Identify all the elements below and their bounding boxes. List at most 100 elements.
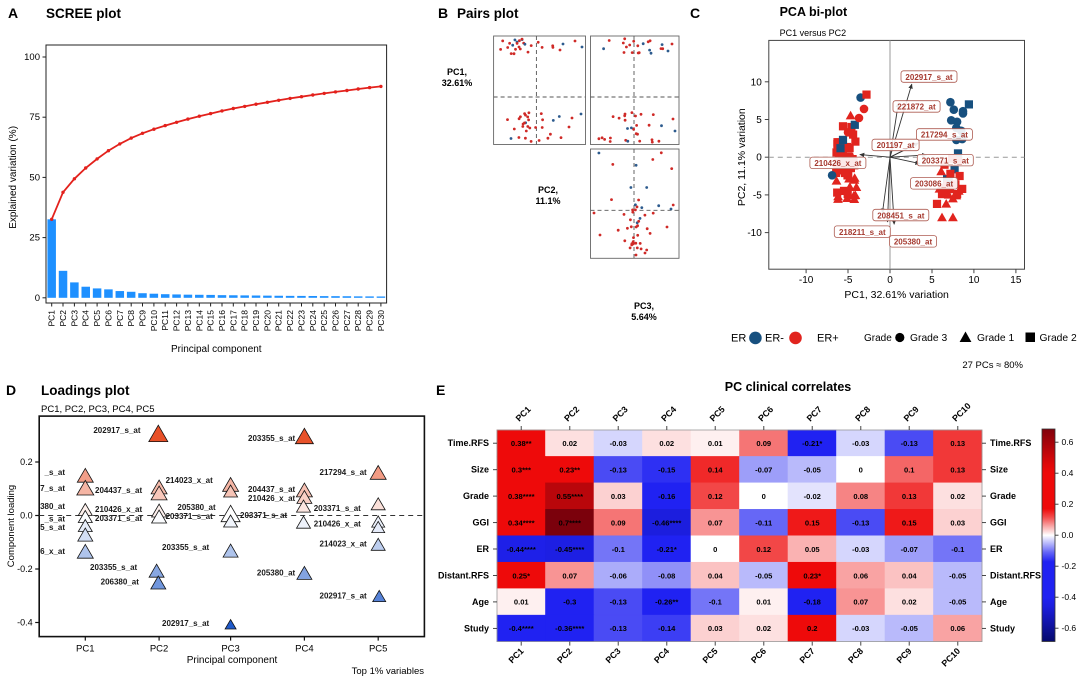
svg-text:203371_s_at: 203371_s_at bbox=[240, 511, 287, 520]
svg-text:202917_s_at: 202917_s_at bbox=[905, 73, 952, 82]
svg-text:5: 5 bbox=[929, 275, 935, 286]
svg-text:25: 25 bbox=[29, 233, 40, 244]
svg-text:Grade: Grade bbox=[990, 491, 1016, 501]
svg-text:0.13: 0.13 bbox=[950, 439, 965, 448]
svg-text:Size: Size bbox=[471, 465, 489, 475]
svg-text:PC8: PC8 bbox=[126, 310, 136, 327]
svg-text:210426_x_at: 210426_x_at bbox=[814, 159, 861, 168]
svg-text:50: 50 bbox=[29, 172, 40, 183]
svg-text:0.2: 0.2 bbox=[1062, 499, 1074, 509]
svg-text:0.01: 0.01 bbox=[708, 439, 724, 448]
svg-text:0.0: 0.0 bbox=[1062, 530, 1074, 540]
svg-text:0.03: 0.03 bbox=[708, 624, 723, 633]
svg-text:0: 0 bbox=[713, 545, 717, 554]
svg-text:PC17: PC17 bbox=[228, 310, 238, 332]
svg-text:PC12: PC12 bbox=[172, 310, 182, 332]
svg-text:0: 0 bbox=[35, 293, 40, 304]
svg-text:PC26: PC26 bbox=[331, 310, 341, 332]
svg-text:0.07: 0.07 bbox=[562, 571, 577, 580]
svg-text:_s_at: _s_at bbox=[44, 468, 66, 477]
svg-text:0.7****: 0.7**** bbox=[559, 518, 581, 527]
svg-text:-0.4: -0.4 bbox=[1062, 592, 1077, 602]
svg-text:202917_s_at: 202917_s_at bbox=[320, 592, 367, 601]
svg-text:PC1, PC2, PC3, PC4, PC5: PC1, PC2, PC3, PC4, PC5 bbox=[41, 404, 155, 415]
svg-text:0.2: 0.2 bbox=[20, 457, 33, 467]
svg-text:-0.02: -0.02 bbox=[804, 492, 821, 501]
svg-text:217294_s_at: 217294_s_at bbox=[921, 131, 968, 140]
svg-text:Time.RFS: Time.RFS bbox=[990, 438, 1031, 448]
svg-text:Explained variation (%): Explained variation (%) bbox=[8, 126, 19, 229]
svg-text:0.02: 0.02 bbox=[659, 439, 674, 448]
svg-text:0: 0 bbox=[756, 153, 762, 164]
svg-text:-0.26**: -0.26** bbox=[655, 598, 678, 607]
svg-text:0.08: 0.08 bbox=[853, 492, 868, 501]
svg-text:PC13: PC13 bbox=[183, 310, 193, 332]
svg-text:0.38**: 0.38** bbox=[511, 439, 532, 448]
svg-text:-0.13: -0.13 bbox=[610, 598, 627, 607]
svg-text:-0.14: -0.14 bbox=[658, 624, 676, 633]
svg-text:0.6: 0.6 bbox=[1062, 437, 1074, 447]
svg-text:217294_s_at: 217294_s_at bbox=[320, 468, 367, 477]
svg-text:0.02: 0.02 bbox=[562, 439, 577, 448]
svg-text:0.55****: 0.55**** bbox=[556, 492, 583, 501]
svg-text:PC29: PC29 bbox=[365, 310, 375, 332]
svg-text:-0.15: -0.15 bbox=[658, 465, 676, 474]
svg-text:-0.03: -0.03 bbox=[852, 439, 869, 448]
svg-text:-10: -10 bbox=[799, 275, 814, 286]
svg-text:PC2,: PC2, bbox=[538, 185, 558, 195]
svg-text:11.1%: 11.1% bbox=[535, 196, 560, 206]
svg-text:PC1: PC1 bbox=[76, 644, 94, 655]
svg-text:0.38****: 0.38**** bbox=[508, 492, 535, 501]
svg-text:PC2: PC2 bbox=[150, 644, 168, 655]
svg-text:PC27: PC27 bbox=[342, 310, 352, 332]
svg-text:208451_s_at: 208451_s_at bbox=[877, 211, 924, 220]
svg-text:0.06: 0.06 bbox=[853, 571, 868, 580]
svg-text:0.15: 0.15 bbox=[902, 518, 918, 527]
svg-text:-0.03: -0.03 bbox=[852, 624, 869, 633]
svg-text:PC5: PC5 bbox=[369, 644, 387, 655]
svg-text:B: B bbox=[438, 5, 448, 21]
svg-text:0.03: 0.03 bbox=[611, 492, 626, 501]
svg-text:Time.RFS: Time.RFS bbox=[448, 438, 489, 448]
svg-text:PC10: PC10 bbox=[149, 310, 159, 332]
svg-text:202917_s_at: 202917_s_at bbox=[162, 619, 209, 628]
svg-text:PC3: PC3 bbox=[69, 310, 79, 327]
svg-text:Grade 2: Grade 2 bbox=[1040, 333, 1077, 344]
svg-text:201197_at: 201197_at bbox=[877, 141, 915, 150]
svg-text:0.01: 0.01 bbox=[756, 598, 772, 607]
svg-text:PC20: PC20 bbox=[262, 310, 272, 332]
svg-text:203086_at: 203086_at bbox=[915, 180, 954, 189]
svg-text:0.07: 0.07 bbox=[853, 598, 868, 607]
svg-text:0.01: 0.01 bbox=[514, 598, 530, 607]
svg-text:PC2, 11.1% variation: PC2, 11.1% variation bbox=[736, 108, 748, 206]
svg-text:PC1,: PC1, bbox=[447, 67, 467, 77]
svg-text:0.04: 0.04 bbox=[902, 571, 918, 580]
svg-text:218211_s_at: 218211_s_at bbox=[839, 228, 886, 237]
svg-text:-0.05: -0.05 bbox=[901, 624, 919, 633]
svg-text:PC11: PC11 bbox=[160, 310, 170, 331]
svg-text:PC19: PC19 bbox=[251, 310, 261, 332]
svg-text:75: 75 bbox=[29, 112, 40, 123]
svg-text:-0.4****: -0.4**** bbox=[509, 624, 534, 633]
svg-text:0.09: 0.09 bbox=[756, 439, 771, 448]
svg-text:-0.07: -0.07 bbox=[901, 545, 918, 554]
svg-text:32.61%: 32.61% bbox=[442, 78, 473, 88]
svg-text:203371_s_at: 203371_s_at bbox=[922, 156, 969, 165]
svg-text:Component loading: Component loading bbox=[6, 485, 17, 567]
svg-text:-0.2: -0.2 bbox=[17, 564, 33, 574]
svg-text:-0.06: -0.06 bbox=[610, 571, 627, 580]
svg-text:-0.13: -0.13 bbox=[610, 624, 627, 633]
svg-text:Top 1% variables: Top 1% variables bbox=[352, 666, 425, 677]
svg-text:0.02: 0.02 bbox=[756, 624, 771, 633]
svg-text:-0.05: -0.05 bbox=[949, 571, 967, 580]
svg-text:0.02: 0.02 bbox=[902, 598, 917, 607]
svg-text:0: 0 bbox=[887, 275, 893, 286]
svg-text:0.23*: 0.23* bbox=[803, 571, 821, 580]
svg-text:PC7: PC7 bbox=[115, 310, 125, 327]
svg-text:-0.2: -0.2 bbox=[1062, 561, 1077, 571]
svg-text:-0.07: -0.07 bbox=[755, 465, 772, 474]
svg-text:PC2: PC2 bbox=[58, 310, 68, 327]
svg-text:-0.46****: -0.46**** bbox=[652, 518, 681, 527]
svg-text:-0.16: -0.16 bbox=[658, 492, 675, 501]
svg-text:0.0: 0.0 bbox=[20, 511, 33, 521]
